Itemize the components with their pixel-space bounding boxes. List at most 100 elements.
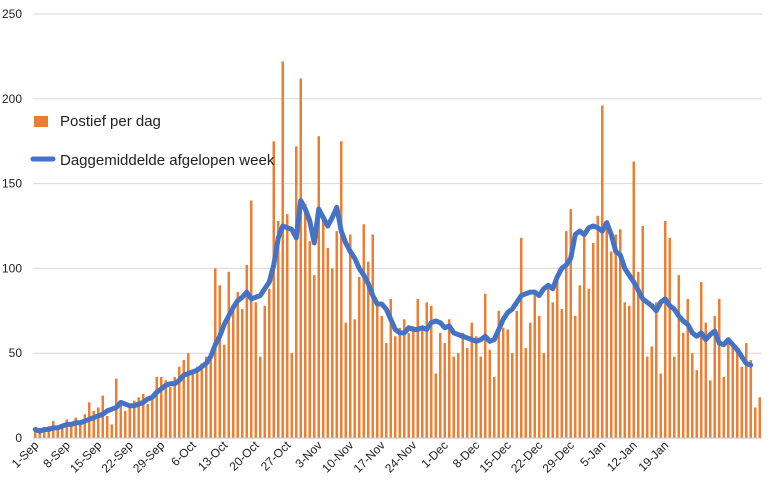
bar (704, 322, 707, 438)
bar (484, 293, 487, 438)
bar (736, 353, 739, 438)
bar (592, 242, 595, 438)
bar (641, 226, 644, 438)
bar (583, 234, 586, 438)
bar (394, 336, 397, 438)
bar (668, 237, 671, 438)
bar (268, 288, 271, 438)
bar (173, 376, 176, 438)
bar (178, 366, 181, 438)
bar (83, 414, 86, 438)
bar (731, 343, 734, 438)
bar (263, 305, 266, 438)
bar (407, 332, 410, 438)
bar (515, 310, 518, 438)
bar (664, 220, 667, 438)
y-tick-label: 50 (9, 346, 23, 360)
bar (560, 309, 563, 438)
bar (205, 356, 208, 438)
bar (389, 298, 392, 438)
bar (457, 353, 460, 438)
bar (254, 302, 257, 438)
bar (533, 293, 536, 438)
bar (182, 359, 185, 438)
bar (713, 315, 716, 438)
bar (304, 203, 307, 438)
legend-swatch-bars (34, 116, 48, 127)
bar (632, 161, 635, 439)
bar (506, 329, 509, 438)
bar (128, 407, 131, 438)
y-tick-label: 200 (2, 92, 22, 106)
bar (556, 275, 559, 438)
bar (574, 315, 577, 438)
bar (646, 356, 649, 438)
bar (740, 366, 743, 438)
bar (295, 146, 298, 439)
bar (245, 265, 248, 438)
bar (250, 200, 253, 438)
bar (529, 322, 532, 438)
bar (511, 353, 514, 438)
bar (596, 215, 599, 438)
bar (142, 393, 145, 438)
bar (187, 353, 190, 438)
bar (637, 271, 640, 438)
bar (605, 226, 608, 438)
bar (371, 234, 374, 438)
bar (160, 376, 163, 438)
bar (74, 417, 77, 438)
bar (326, 248, 329, 438)
bar (151, 395, 154, 438)
bar (146, 404, 149, 438)
bar (272, 141, 275, 438)
bar (470, 322, 473, 438)
bar (610, 251, 613, 438)
bar (133, 400, 136, 438)
bar (223, 344, 226, 438)
bar (335, 231, 338, 438)
series-line (32, 198, 754, 434)
bar (565, 231, 568, 438)
bar (353, 319, 356, 438)
bar (241, 309, 244, 438)
line-series (32, 198, 754, 434)
bar (232, 305, 235, 438)
bar (655, 302, 658, 438)
bar (137, 397, 140, 438)
bar (673, 356, 676, 438)
bar (299, 78, 302, 438)
bar (317, 136, 320, 439)
bar (398, 327, 401, 438)
bar (650, 346, 653, 438)
bar (727, 339, 730, 438)
bar (259, 356, 262, 438)
legend: Postief per dag Daggemiddelde afgelopen … (30, 113, 275, 169)
bar (682, 332, 685, 438)
bar (97, 407, 100, 438)
bar (322, 217, 325, 438)
bar (92, 410, 95, 438)
bar (358, 276, 361, 438)
bar (623, 302, 626, 438)
bar (628, 305, 631, 438)
bar (547, 288, 550, 438)
bar (119, 404, 122, 438)
bar (281, 61, 284, 439)
bar (349, 234, 352, 438)
bar (434, 373, 437, 438)
legend-label-bars: Postief per dag (60, 113, 161, 130)
bar (659, 373, 662, 438)
bar (452, 356, 455, 438)
bar (578, 285, 581, 438)
bar (677, 275, 680, 438)
bar (61, 424, 64, 438)
bar (448, 319, 451, 438)
bar (65, 419, 68, 438)
bar (380, 315, 383, 438)
bar (308, 241, 311, 438)
bar (709, 380, 712, 438)
bar (502, 327, 505, 438)
bar (430, 305, 433, 438)
bar (209, 359, 212, 438)
